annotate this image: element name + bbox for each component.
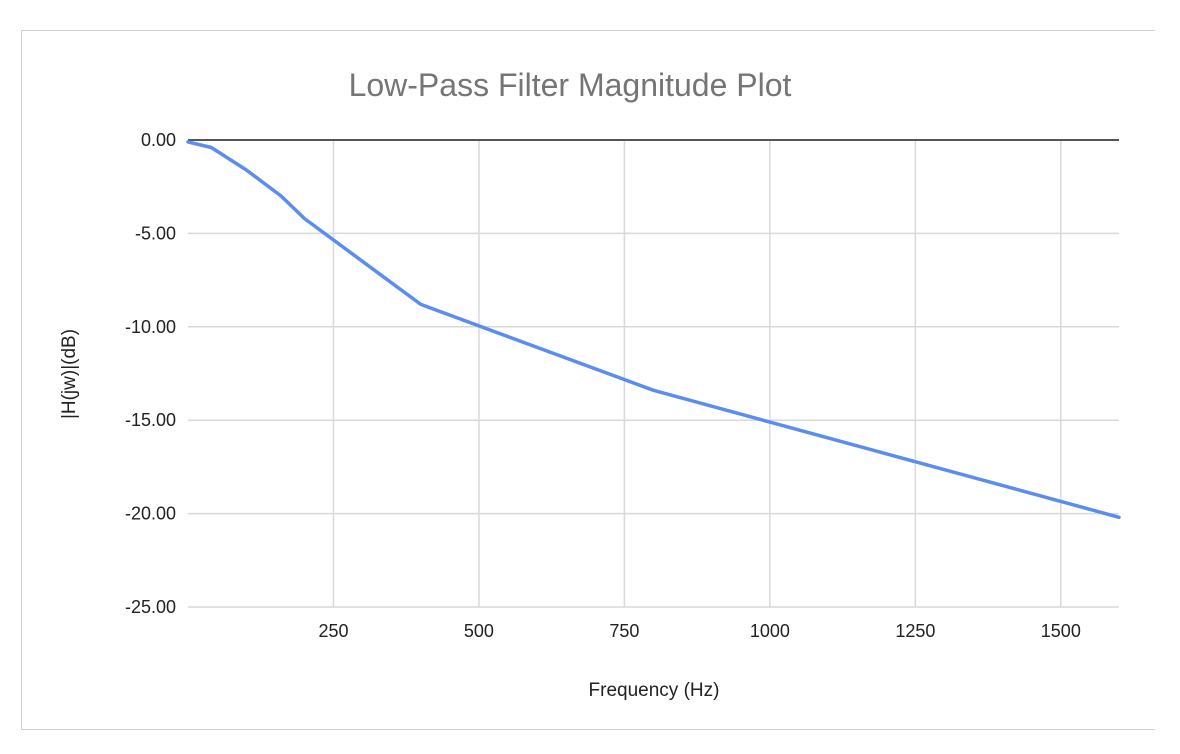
y-axis-label: |H(jw)|(dB): [59, 329, 80, 419]
chart-title: Low-Pass Filter Magnitude Plot: [349, 67, 792, 103]
x-tick-label: 250: [318, 621, 348, 641]
series-layer: [186, 140, 1121, 520]
x-tick-label: 1500: [1041, 621, 1081, 641]
series-line-0: [186, 140, 1121, 520]
y-tick-label: -25.00: [125, 597, 176, 617]
y-tick-label: -10.00: [125, 317, 176, 337]
x-tick-label: 1000: [750, 621, 790, 641]
y-tick-label: -20.00: [125, 504, 176, 524]
grid-layer: [188, 139, 1119, 608]
y-tick-label: -5.00: [135, 223, 176, 243]
x-axis-ticks: 250 500 750 1000 1250 1500: [318, 621, 1080, 641]
y-axis-ticks: 0.00 -5.00 -10.00 -15.00 -20.00 -25.00: [125, 130, 176, 617]
y-tick-label: -15.00: [125, 410, 176, 430]
x-tick-label: 750: [609, 621, 639, 641]
x-tick-label: 500: [464, 621, 494, 641]
x-axis-label: Frequency (Hz): [589, 680, 720, 701]
y-tick-label: 0.00: [141, 130, 176, 150]
x-tick-label: 1250: [895, 621, 935, 641]
